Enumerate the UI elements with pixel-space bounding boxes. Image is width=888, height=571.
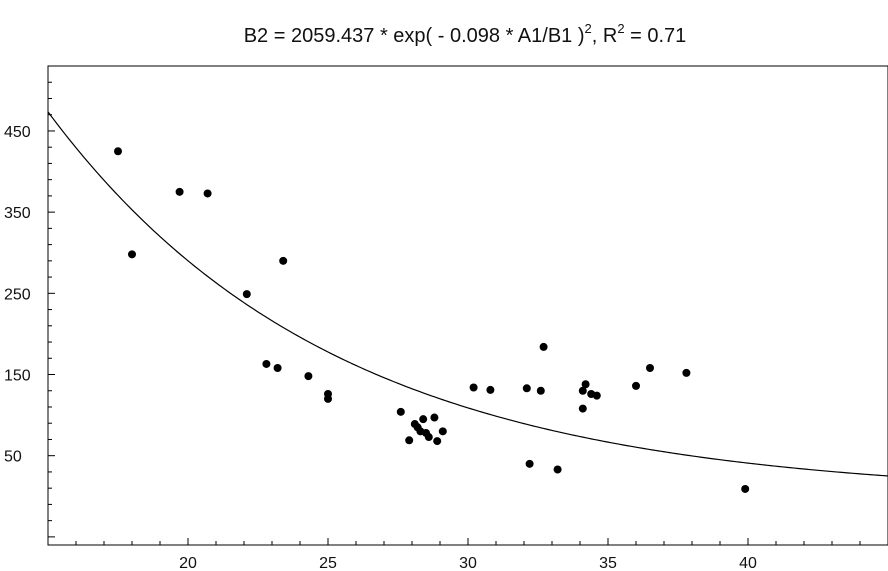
data-point — [433, 437, 442, 446]
x-tick-label: 40 — [739, 555, 757, 571]
data-point — [592, 391, 601, 400]
data-point — [525, 459, 534, 468]
data-points — [114, 147, 750, 493]
tick-labels: 20 25 30 35 40 50 150 250 350 450 — [4, 124, 757, 571]
data-point — [242, 290, 251, 299]
data-point — [203, 189, 212, 198]
data-point — [469, 383, 478, 392]
data-point — [578, 386, 587, 395]
y-tick-label: 250 — [4, 286, 31, 303]
data-point — [553, 465, 562, 474]
data-point — [419, 415, 428, 424]
plot-area-frame — [47, 65, 888, 546]
data-point — [175, 187, 184, 196]
chart-title-r-value: = 0.71 — [625, 25, 687, 47]
axis-ticks — [47, 65, 888, 545]
data-point — [536, 386, 545, 395]
y-tick-label: 350 — [4, 205, 31, 222]
x-tick-label: 30 — [459, 555, 477, 571]
data-point — [646, 364, 654, 373]
data-point — [438, 427, 447, 436]
data-point — [682, 368, 691, 377]
y-tick-label: 150 — [4, 368, 31, 385]
data-point — [304, 372, 313, 381]
x-tick-label: 25 — [319, 555, 337, 571]
data-point — [114, 147, 122, 156]
data-point — [581, 380, 590, 389]
y-tick-label: 50 — [4, 449, 22, 466]
x-tick-label: 35 — [599, 555, 617, 571]
data-point — [578, 404, 587, 413]
chart-title-r-exponent: 2 — [617, 21, 624, 36]
chart-title: B2 = 2059.437 * exp( - 0.098 * A1/B1 )2,… — [244, 21, 687, 47]
fit-curve — [47, 111, 888, 477]
data-point — [539, 342, 548, 351]
data-point — [273, 364, 282, 373]
data-point — [632, 381, 640, 390]
data-point — [128, 250, 136, 259]
data-point — [279, 256, 288, 265]
data-point — [262, 359, 271, 368]
data-point — [522, 384, 531, 393]
chart-title-exponent: 2 — [585, 21, 592, 36]
data-point — [741, 484, 750, 493]
data-point — [424, 433, 433, 442]
chart-title-r-label: , R — [592, 25, 618, 47]
data-point — [324, 394, 332, 403]
y-tick-label: 450 — [4, 124, 31, 141]
data-point — [396, 407, 405, 416]
data-point — [405, 436, 414, 445]
chart-title-text: B2 = 2059.437 * exp( - 0.098 * A1/B1 ) — [244, 25, 585, 47]
data-point — [486, 385, 495, 394]
data-point — [430, 413, 439, 422]
x-tick-label: 20 — [179, 555, 197, 571]
